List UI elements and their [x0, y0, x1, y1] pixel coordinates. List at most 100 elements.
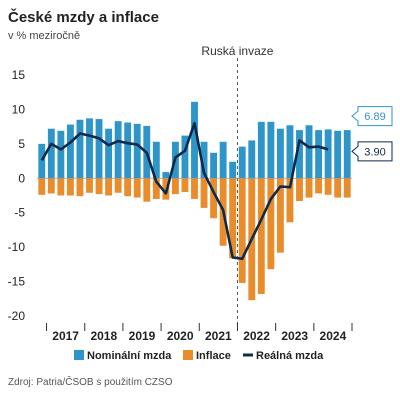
x-tick-label: 2020	[167, 329, 194, 343]
inflation-bar	[105, 178, 113, 196]
nominal-bar	[57, 130, 65, 179]
nominal-bar	[200, 141, 208, 179]
x-tick-label: 2021	[205, 329, 232, 343]
nominal-bar	[324, 129, 332, 179]
real-end-label: 3.90	[351, 141, 393, 162]
legend-swatch-inflation	[183, 350, 193, 360]
nominal-bar	[181, 135, 189, 179]
y-tick-label: -15	[8, 275, 26, 289]
inflation-bar	[276, 178, 284, 253]
x-tick-label: 2024	[320, 329, 347, 343]
x-axis: 2017 2018 2019 2020 2021 2022 2023 2024	[46, 323, 353, 343]
inflation-bar	[95, 178, 103, 195]
chart-title: České mzdy a inflace	[8, 8, 159, 26]
nominal-bar	[191, 101, 198, 179]
nominal-bar	[105, 128, 113, 179]
real-wage-line	[40, 121, 329, 261]
nominal-bar	[219, 141, 227, 179]
inflation-bar	[57, 178, 65, 196]
nominal-bar	[257, 121, 265, 179]
inflation-bar	[171, 178, 179, 195]
nominal-bar	[248, 140, 256, 179]
nominal-bar	[276, 128, 284, 179]
inflation-bar	[257, 178, 265, 294]
inflation-bar	[133, 178, 141, 198]
inflation-bar	[343, 178, 351, 198]
nominal-bar	[38, 143, 46, 179]
nominal-bar	[296, 130, 303, 179]
inflation-bar	[296, 178, 303, 202]
inflation-bar	[286, 178, 294, 223]
x-tick-label: 2017	[52, 329, 79, 343]
inflation-bar	[181, 178, 189, 193]
nominal-bar	[238, 146, 246, 179]
nominal-bar	[162, 172, 170, 179]
inflation-bar	[76, 178, 84, 197]
inflation-bar	[315, 178, 323, 194]
nominal-bar	[305, 125, 313, 179]
inflation-bar	[238, 178, 246, 283]
inflation-bar	[86, 178, 93, 193]
inflation-bar	[200, 178, 208, 208]
inflation-bar	[324, 178, 332, 195]
legend-label-nominal: Nominální mzda	[87, 350, 172, 362]
inflation-bar	[229, 178, 237, 259]
x-tick-label: 2019	[129, 329, 156, 343]
inflation-bar	[191, 178, 198, 199]
inflation-bar	[66, 178, 74, 196]
legend-swatch-nominal	[74, 350, 84, 360]
end-value-labels: 6.89 3.90	[351, 106, 393, 162]
inflation-bar	[143, 178, 151, 202]
nominal-bar	[47, 128, 55, 179]
y-tick-label: 10	[12, 102, 26, 116]
nominal-bar	[133, 123, 141, 179]
nominal-end-label: 6.89	[351, 106, 393, 127]
nominal-bar	[66, 124, 74, 179]
nominal-bar	[334, 130, 342, 179]
inflation-bar	[334, 178, 342, 198]
nominal-bar	[86, 118, 93, 179]
nominal-bar	[315, 130, 323, 179]
inflation-bar	[267, 178, 275, 270]
nominal-bar	[210, 152, 218, 179]
inflation-bar	[124, 178, 132, 197]
nominal-bar	[229, 161, 237, 179]
legend-label-inflation: Inflace	[196, 350, 231, 362]
nominal-wage-bars	[38, 101, 351, 179]
chart-subtitle: v % meziročně	[8, 30, 80, 42]
nominal-bar	[267, 121, 275, 179]
real-end-label-box	[351, 141, 393, 162]
x-tick-label: 2023	[281, 329, 308, 343]
nominal-bar	[95, 119, 103, 179]
invasion-label: Ruská invaze	[201, 44, 273, 58]
legend: Nominální mzda Inflace Reálná mzda	[74, 350, 324, 362]
inflation-bar	[47, 178, 55, 194]
inflation-bar	[305, 178, 313, 198]
y-tick-label: -5	[14, 206, 25, 220]
legend-label-real: Reálná mzda	[256, 350, 324, 362]
nominal-end-label-text: 6.89	[364, 111, 385, 123]
y-tick-label: 15	[12, 68, 26, 82]
y-tick-label: -20	[8, 309, 26, 323]
y-tick-label: 0	[18, 171, 25, 185]
inflation-bar	[38, 178, 46, 195]
inflation-bar	[114, 178, 122, 193]
inflation-bars	[38, 178, 351, 301]
nominal-end-label-box	[351, 106, 393, 127]
real-end-label-text: 3.90	[364, 146, 385, 158]
source-note: Zdroj: Patria/ČSOB s použitím CZSO	[8, 375, 173, 388]
x-tick-label: 2022	[243, 329, 270, 343]
x-tick-label: 2018	[90, 329, 117, 343]
nominal-bar	[152, 141, 160, 179]
nominal-bar	[343, 130, 351, 179]
y-tick-label: -10	[8, 240, 26, 254]
nominal-bar	[286, 125, 294, 179]
nominal-bar	[124, 122, 132, 179]
nominal-bar	[114, 121, 122, 179]
y-tick-label: 5	[18, 137, 25, 151]
nominal-bar	[76, 119, 84, 179]
inflation-bar	[210, 178, 218, 219]
y-axis-ticks: 15 10 5 0 -5 -10 -15 -20	[8, 68, 26, 323]
inflation-bar	[152, 178, 160, 199]
